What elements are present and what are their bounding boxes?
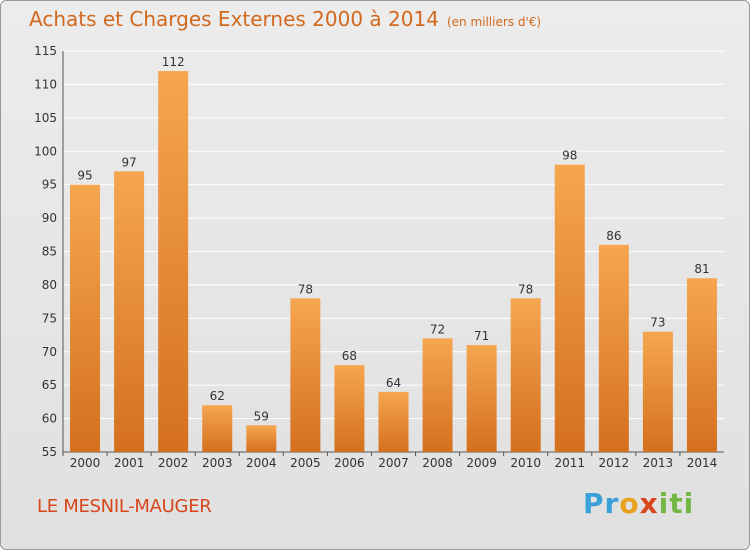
title-text: Achats et Charges Externes 2000 à 2014 [29, 7, 439, 31]
bar [466, 345, 497, 452]
logo-letter: i [683, 487, 695, 520]
x-tick-label: 2010 [510, 456, 541, 470]
data-label: 86 [606, 229, 621, 243]
proxiti-logo: Proxiti [583, 487, 694, 520]
x-tick-label: 2002 [158, 456, 189, 470]
data-label: 78 [298, 282, 313, 296]
bar [554, 164, 585, 452]
y-tick-label: 55 [42, 445, 57, 459]
y-tick-label: 80 [42, 278, 57, 292]
bar [246, 425, 277, 452]
x-tick-label: 2003 [202, 456, 233, 470]
y-tick-label: 70 [42, 345, 57, 359]
data-label: 62 [210, 389, 225, 403]
bar [158, 71, 189, 453]
x-tick-label: 2005 [290, 456, 321, 470]
x-tick-label: 2011 [554, 456, 585, 470]
x-tick-label: 2007 [378, 456, 409, 470]
unit-label: (en milliers d'€) [446, 15, 542, 29]
y-tick-label: 100 [34, 144, 57, 158]
x-tick-label: 2001 [114, 456, 145, 470]
data-label: 97 [121, 155, 136, 169]
x-tick-label: 2006 [334, 456, 365, 470]
y-tick-label: 110 [34, 77, 57, 91]
logo-letter: x [639, 487, 659, 520]
x-tick-label: 2004 [246, 456, 277, 470]
bar [422, 338, 453, 452]
data-label: 64 [386, 376, 401, 390]
bar [290, 298, 321, 452]
bar [510, 298, 541, 452]
bar [70, 184, 101, 452]
x-tick-label: 2013 [643, 456, 674, 470]
data-label: 95 [77, 169, 92, 183]
logo-letter: i [658, 487, 670, 520]
x-tick-label: 2008 [422, 456, 453, 470]
bar [686, 278, 717, 452]
chart-title: Achats et Charges Externes 2000 à 2014 (e… [29, 7, 541, 31]
logo-letter: o [619, 487, 640, 520]
data-label: 112 [162, 55, 185, 69]
y-tick-label: 85 [42, 245, 57, 259]
logo-letter: r [604, 487, 620, 520]
y-tick-label: 90 [42, 211, 57, 225]
x-tick-label: 2014 [687, 456, 718, 470]
y-tick-label: 60 [42, 412, 57, 426]
y-tick-label: 75 [42, 311, 57, 325]
bar [334, 365, 365, 452]
bar [202, 405, 233, 452]
bar [114, 171, 145, 453]
data-label: 59 [254, 409, 269, 423]
bar [378, 391, 409, 452]
bar [642, 331, 673, 452]
y-tick-label: 65 [42, 378, 57, 392]
x-tick-label: 2012 [599, 456, 630, 470]
x-tick-label: 2000 [70, 456, 101, 470]
x-tick-label: 2009 [466, 456, 497, 470]
data-label: 78 [518, 282, 533, 296]
bar [598, 244, 629, 452]
data-label: 68 [342, 349, 357, 363]
logo-letter: t [669, 487, 684, 520]
data-label: 72 [430, 322, 445, 336]
data-label: 71 [474, 329, 489, 343]
data-label: 81 [694, 262, 709, 276]
y-tick-label: 105 [34, 111, 57, 125]
logo-letter: P [583, 487, 605, 520]
data-label: 98 [562, 149, 577, 163]
data-label: 73 [650, 316, 665, 330]
y-tick-label: 95 [42, 178, 57, 192]
city-name: LE MESNIL-MAUGER [37, 496, 212, 517]
y-tick-label: 115 [34, 44, 57, 58]
